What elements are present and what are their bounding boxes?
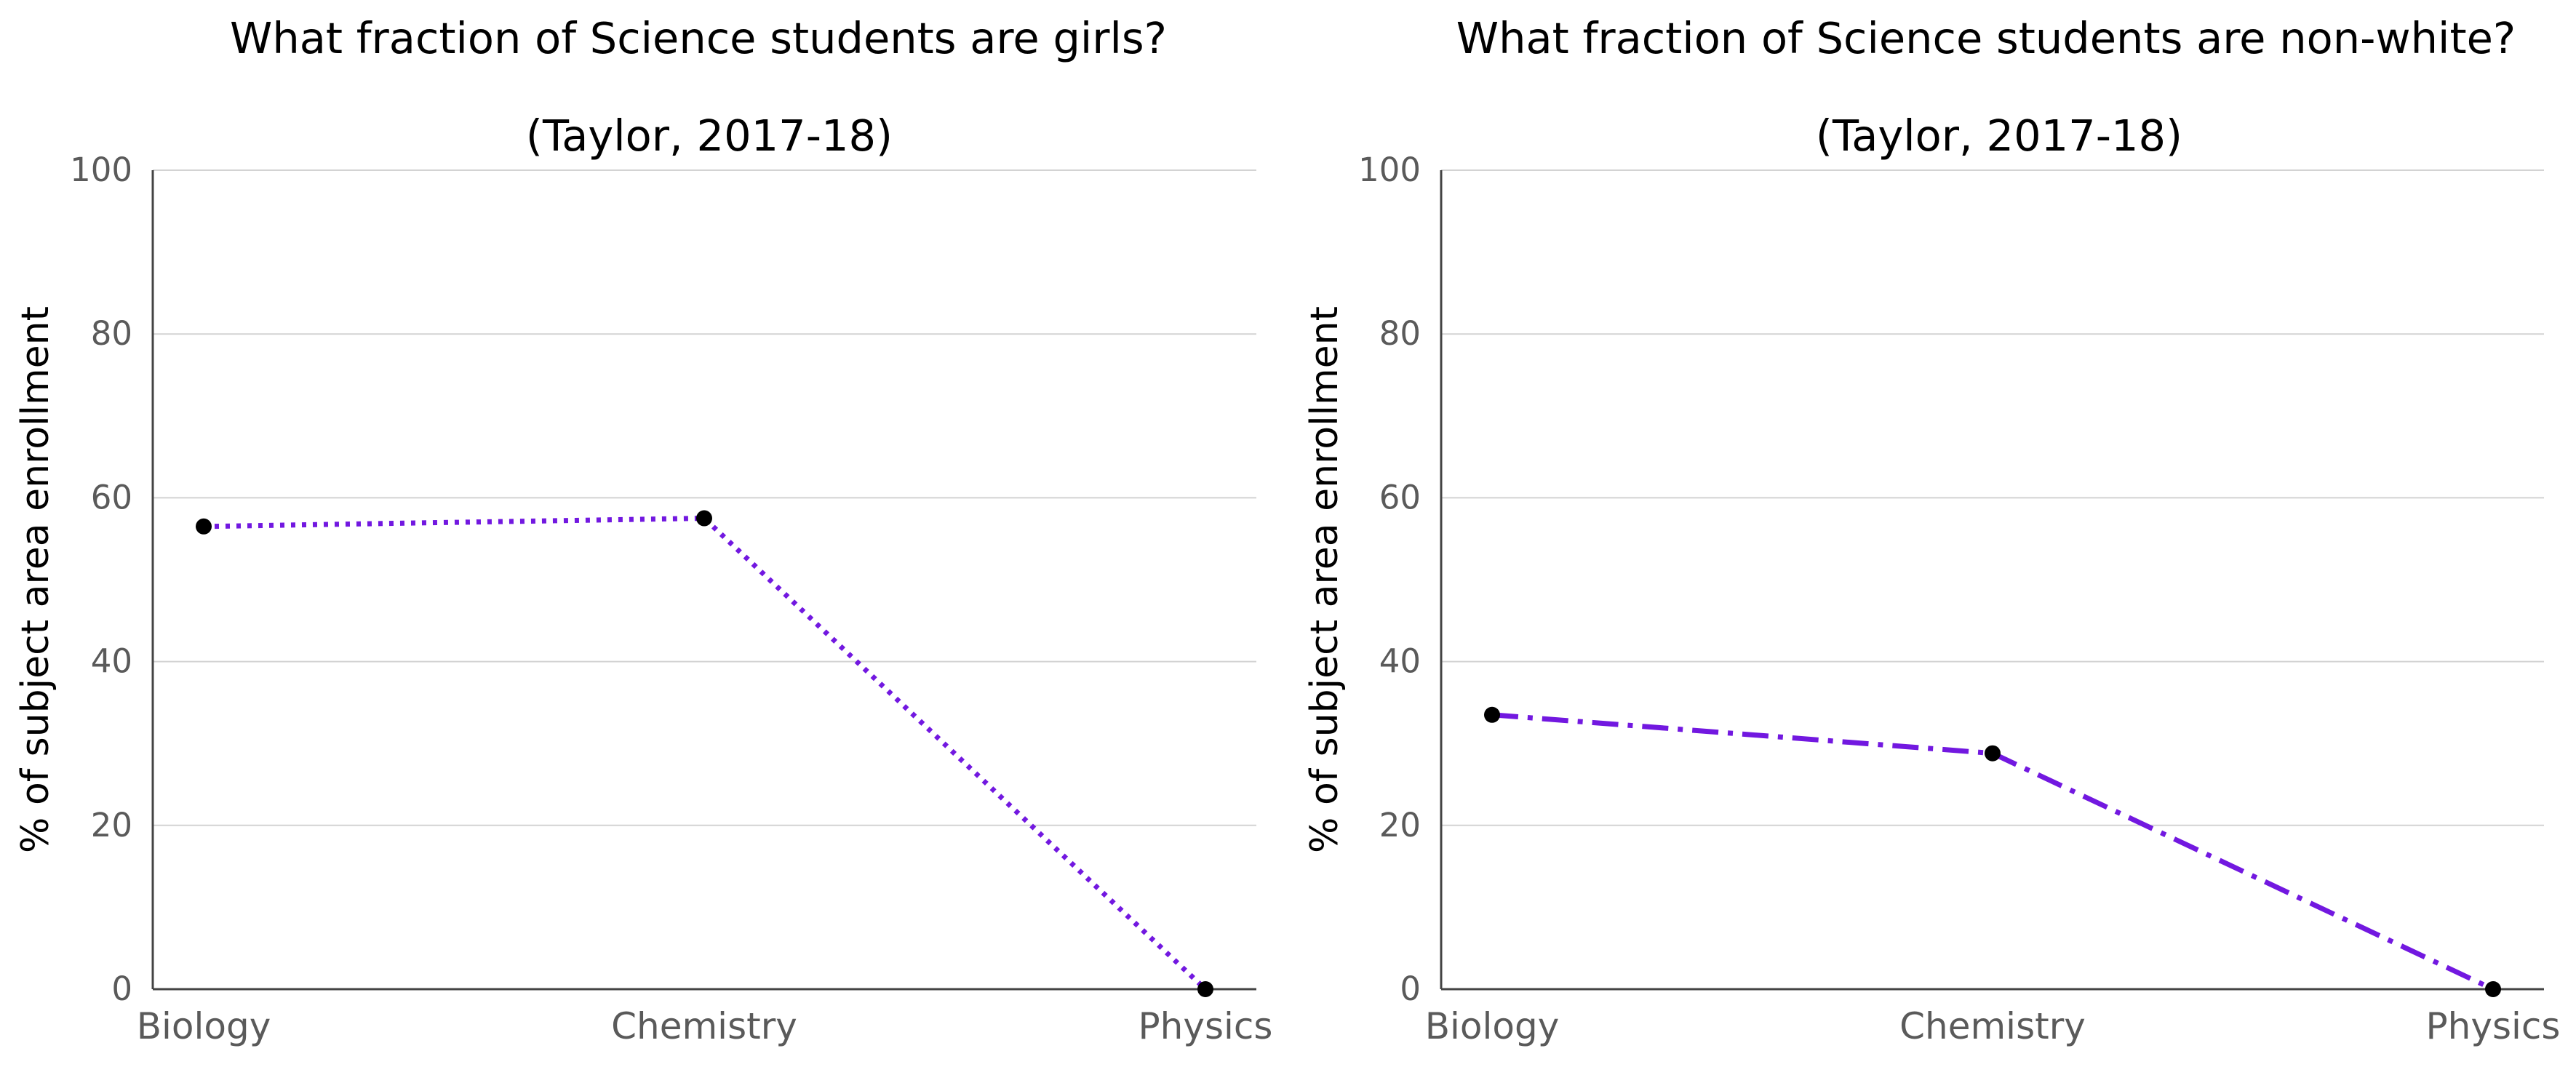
- y-tick-label: 60: [91, 478, 132, 516]
- y-tick-label: 0: [111, 970, 132, 1008]
- y-axis-label: % of subject area enrollment: [1303, 306, 1347, 853]
- data-point: [1484, 706, 1500, 723]
- data-point: [1985, 745, 2001, 762]
- chart-subtitle: (Taylor, 2017-18): [1816, 111, 2182, 161]
- y-tick-label: 0: [1400, 970, 1421, 1008]
- chart-subtitle: (Taylor, 2017-18): [526, 111, 893, 161]
- gridlines: [153, 169, 1256, 826]
- chart-girls: What fraction of Science students are gi…: [14, 13, 1272, 1047]
- x-tick-label: Physics: [1139, 1005, 1273, 1047]
- y-tick-label: 100: [70, 151, 132, 189]
- x-tick-label: Physics: [2426, 1005, 2561, 1047]
- y-tick-label: 20: [91, 806, 132, 844]
- y-tick-label: 80: [1379, 314, 1421, 353]
- y-tick-label: 80: [91, 314, 132, 353]
- y-tick-label: 60: [1379, 478, 1421, 516]
- data-point: [2485, 981, 2501, 997]
- data-points: [1484, 706, 2501, 997]
- data-point: [696, 510, 712, 527]
- chart-title: What fraction of Science students are gi…: [230, 13, 1167, 63]
- x-tick-labels: Biology Chemistry Physics: [1425, 1005, 2561, 1047]
- y-tick-labels: 0 20 40 60 80 100: [1358, 151, 1421, 1008]
- data-points: [196, 510, 1213, 997]
- chart-title: What fraction of Science students are no…: [1456, 13, 2516, 63]
- data-point: [196, 518, 212, 535]
- series-line-group: [203, 516, 1208, 991]
- y-axis-label: % of subject area enrollment: [14, 306, 57, 853]
- series-line: [203, 516, 1208, 991]
- chart-non-white: What fraction of Science students are no…: [1303, 13, 2560, 1047]
- x-tick-label: Biology: [137, 1005, 271, 1047]
- y-tick-label: 40: [91, 642, 132, 681]
- data-point: [1197, 981, 1213, 997]
- x-tick-labels: Biology Chemistry Physics: [137, 1005, 1273, 1047]
- y-tick-label: 100: [1358, 151, 1421, 189]
- y-tick-label: 20: [1379, 806, 1421, 844]
- x-tick-label: Chemistry: [611, 1005, 797, 1047]
- x-tick-label: Chemistry: [1899, 1005, 2086, 1047]
- y-tick-labels: 0 20 40 60 80 100: [70, 151, 132, 1008]
- y-tick-label: 40: [1379, 642, 1421, 681]
- x-tick-label: Biology: [1425, 1005, 1560, 1047]
- gridlines: [1441, 169, 2544, 826]
